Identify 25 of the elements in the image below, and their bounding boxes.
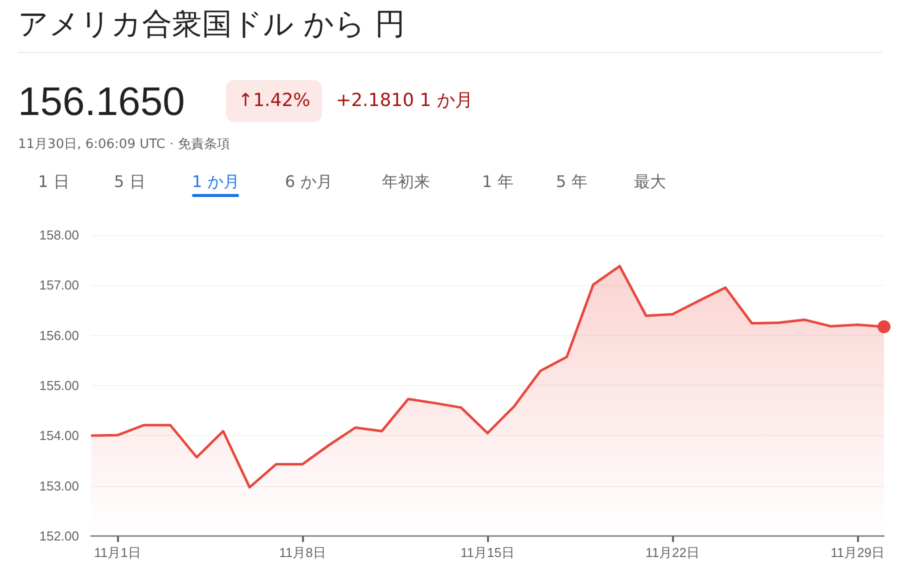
text: 156.1650: [18, 80, 185, 125]
text: 年初来: [382, 172, 430, 193]
x-tick-label: 11月1日: [94, 545, 141, 560]
y-tick-label: 154.00: [39, 428, 79, 444]
text: 最大: [634, 172, 666, 193]
y-tick-label: 156.00: [39, 328, 79, 343]
text: 1 年: [482, 172, 514, 193]
text: 1 日: [38, 172, 70, 193]
x-tick-label: 11月15日: [460, 545, 514, 560]
text: 5 年: [556, 172, 588, 193]
chart-title: アメリカ合衆国ドル から 円: [18, 6, 406, 44]
x-tick-label: 11月8日: [279, 545, 326, 560]
y-tick-label: 155.00: [39, 378, 79, 393]
x-tick-label: 11月29日: [830, 545, 885, 560]
y-tick-label: 152.00: [39, 528, 79, 544]
x-tick-label: 11月22日: [646, 545, 700, 560]
text: 1 か月: [192, 172, 240, 193]
text: 11月30日, 6:06:09 UTC · 免責条項: [18, 136, 230, 153]
text: +2.1810 1 か月: [336, 89, 473, 113]
text: ↑1.42%: [226, 80, 322, 122]
y-tick-label: 158.00: [39, 228, 79, 242]
y-tick-label: 153.00: [39, 478, 79, 494]
text: 6 か月: [285, 172, 332, 193]
y-tick-label: 157.00: [39, 278, 79, 293]
text: 5 日: [114, 172, 146, 193]
